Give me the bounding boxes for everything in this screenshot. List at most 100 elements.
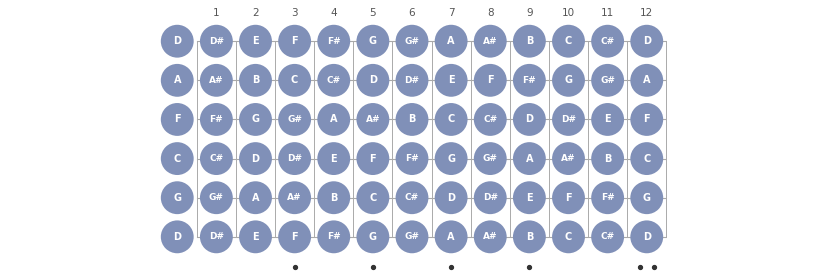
Text: C#: C# bbox=[483, 115, 498, 124]
Circle shape bbox=[513, 25, 545, 58]
Text: F#: F# bbox=[522, 76, 536, 85]
Circle shape bbox=[591, 64, 624, 97]
Text: G: G bbox=[369, 36, 377, 46]
Text: F: F bbox=[174, 115, 180, 124]
Circle shape bbox=[357, 64, 389, 97]
Text: F: F bbox=[369, 154, 377, 164]
Text: D#: D# bbox=[405, 76, 419, 85]
Text: F#: F# bbox=[209, 115, 223, 124]
Circle shape bbox=[591, 142, 624, 175]
Circle shape bbox=[239, 142, 272, 175]
Text: 4: 4 bbox=[330, 8, 337, 18]
Text: B: B bbox=[526, 232, 533, 242]
Circle shape bbox=[161, 220, 194, 253]
Text: A#: A# bbox=[483, 232, 498, 241]
Text: B: B bbox=[252, 75, 260, 85]
Circle shape bbox=[279, 181, 311, 214]
Text: C#: C# bbox=[326, 76, 341, 85]
Text: A: A bbox=[447, 232, 455, 242]
Text: D: D bbox=[173, 36, 181, 46]
Text: F: F bbox=[487, 75, 494, 85]
Circle shape bbox=[435, 142, 467, 175]
Circle shape bbox=[239, 25, 272, 58]
Circle shape bbox=[513, 220, 545, 253]
Circle shape bbox=[396, 64, 428, 97]
Text: G#: G# bbox=[600, 76, 615, 85]
Text: A: A bbox=[330, 115, 338, 124]
Text: F#: F# bbox=[601, 193, 615, 202]
Circle shape bbox=[239, 220, 272, 253]
Text: B: B bbox=[526, 36, 533, 46]
Text: G: G bbox=[369, 232, 377, 242]
Circle shape bbox=[239, 103, 272, 136]
Text: G#: G# bbox=[288, 115, 302, 124]
Circle shape bbox=[200, 181, 233, 214]
Text: D#: D# bbox=[208, 37, 224, 46]
Text: G: G bbox=[564, 75, 573, 85]
Circle shape bbox=[200, 103, 233, 136]
Text: D: D bbox=[369, 75, 377, 85]
Circle shape bbox=[552, 103, 585, 136]
Circle shape bbox=[396, 103, 428, 136]
Text: C: C bbox=[447, 115, 455, 124]
Text: F: F bbox=[565, 193, 572, 203]
Circle shape bbox=[161, 142, 194, 175]
Text: C#: C# bbox=[405, 193, 419, 202]
Text: D: D bbox=[447, 193, 455, 203]
Circle shape bbox=[474, 181, 507, 214]
Text: 8: 8 bbox=[487, 8, 494, 18]
Circle shape bbox=[357, 220, 389, 253]
Circle shape bbox=[317, 220, 350, 253]
Circle shape bbox=[357, 25, 389, 58]
Circle shape bbox=[161, 25, 194, 58]
Circle shape bbox=[279, 103, 311, 136]
Text: 7: 7 bbox=[447, 8, 455, 18]
Circle shape bbox=[474, 64, 507, 97]
Text: F#: F# bbox=[405, 154, 419, 163]
Text: 2: 2 bbox=[252, 8, 259, 18]
Circle shape bbox=[317, 142, 350, 175]
Circle shape bbox=[357, 142, 389, 175]
Circle shape bbox=[591, 25, 624, 58]
Circle shape bbox=[239, 64, 272, 97]
Text: A#: A# bbox=[483, 37, 498, 46]
Circle shape bbox=[552, 64, 585, 97]
Circle shape bbox=[513, 181, 545, 214]
Circle shape bbox=[591, 103, 624, 136]
Circle shape bbox=[474, 142, 507, 175]
Circle shape bbox=[630, 142, 663, 175]
Circle shape bbox=[396, 142, 428, 175]
Circle shape bbox=[630, 103, 663, 136]
Circle shape bbox=[317, 25, 350, 58]
Text: C#: C# bbox=[209, 154, 223, 163]
Text: C#: C# bbox=[601, 37, 615, 46]
Text: G#: G# bbox=[483, 154, 498, 163]
Text: C: C bbox=[369, 193, 377, 203]
Text: C#: C# bbox=[601, 232, 615, 241]
Text: A#: A# bbox=[209, 76, 223, 85]
Text: 11: 11 bbox=[601, 8, 614, 18]
Circle shape bbox=[630, 181, 663, 214]
Circle shape bbox=[552, 181, 585, 214]
Circle shape bbox=[435, 103, 467, 136]
Circle shape bbox=[435, 220, 467, 253]
Circle shape bbox=[552, 220, 585, 253]
Text: E: E bbox=[252, 232, 259, 242]
Circle shape bbox=[357, 103, 389, 136]
Text: 3: 3 bbox=[292, 8, 298, 18]
Text: B: B bbox=[330, 193, 338, 203]
Circle shape bbox=[474, 220, 507, 253]
Circle shape bbox=[513, 64, 545, 97]
Text: E: E bbox=[526, 193, 532, 203]
Circle shape bbox=[396, 220, 428, 253]
Text: A: A bbox=[643, 75, 650, 85]
Circle shape bbox=[317, 64, 350, 97]
Text: C: C bbox=[565, 36, 572, 46]
Text: D#: D# bbox=[208, 232, 224, 241]
Circle shape bbox=[435, 181, 467, 214]
Circle shape bbox=[161, 181, 194, 214]
Text: B: B bbox=[604, 154, 611, 164]
Circle shape bbox=[279, 64, 311, 97]
Text: 5: 5 bbox=[369, 8, 377, 18]
Circle shape bbox=[239, 181, 272, 214]
